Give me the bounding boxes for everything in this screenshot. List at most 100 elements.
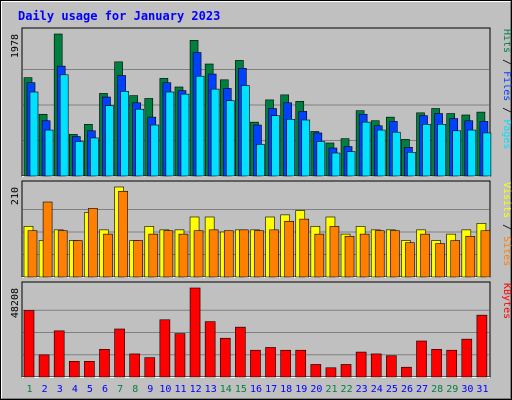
bar-sites-day-21: [329, 226, 340, 278]
series-kbytes: [23, 287, 488, 378]
x-tick-label-day-10: 10: [159, 384, 171, 395]
bar-pages-day-12: [195, 75, 205, 177]
x-tick-label-day-22: 22: [341, 384, 353, 395]
bar-sites-day-8: [133, 240, 143, 278]
bar-pages-day-20: [316, 141, 326, 177]
bar-kbytes-day-2: [38, 354, 50, 378]
bar-pages-day-29: [452, 130, 462, 177]
bar-sites-day-16: [254, 230, 264, 278]
panel-bottom: 48208 KBytes: [10, 281, 512, 378]
bar-pages-day-28: [437, 124, 446, 177]
legend-separator: /: [501, 53, 512, 71]
bar-kbytes-day-22: [340, 364, 352, 378]
bar-pages-day-6: [105, 105, 114, 177]
x-tick-label-day-15: 15: [235, 384, 247, 395]
x-tick-label-day-2: 2: [42, 384, 48, 395]
bar-kbytes-day-27: [416, 340, 427, 378]
bar-sites-day-12: [193, 230, 204, 278]
x-tick-label-day-26: 26: [401, 384, 413, 395]
x-tick-label-day-17: 17: [265, 384, 277, 395]
bar-sites-day-19: [299, 218, 310, 278]
bar-pages-day-13: [210, 88, 220, 177]
bar-pages-day-18: [286, 118, 295, 177]
bar-kbytes-day-4: [68, 361, 80, 378]
x-tick-label-day-14: 14: [220, 384, 232, 395]
bar-kbytes-day-8: [129, 353, 140, 378]
x-tick-label-day-27: 27: [416, 384, 428, 395]
bar-kbytes-day-6: [99, 349, 110, 378]
legend-entry-kbytes: KBytes: [501, 283, 512, 319]
x-tick-label-day-1: 1: [27, 384, 33, 395]
bar-kbytes-day-29: [446, 349, 458, 378]
bar-sites-day-25: [390, 230, 400, 278]
x-tick-label-day-24: 24: [371, 384, 383, 395]
x-tick-label-day-19: 19: [295, 384, 307, 395]
bar-pages-day-10: [165, 91, 175, 177]
x-tick-label-day-25: 25: [386, 384, 398, 395]
bar-sites-day-2: [42, 201, 53, 278]
x-tick-label-day-28: 28: [431, 384, 443, 395]
bar-sites-day-5: [88, 208, 98, 278]
bar-sites-day-20: [314, 233, 325, 278]
bar-sites-day-31: [480, 230, 491, 278]
chart-panels: 1978 Hits / Files / Pages 210 Visits / Site…: [10, 27, 512, 378]
legend-entry-sites: Sites: [501, 236, 512, 266]
bar-pages-day-30: [467, 129, 477, 177]
x-tick-label-day-5: 5: [87, 384, 93, 395]
x-tick-label-day-3: 3: [57, 384, 63, 395]
x-tick-label-day-11: 11: [174, 384, 186, 395]
bar-sites-day-9: [148, 233, 159, 278]
x-tick-label-day-8: 8: [132, 384, 138, 395]
bar-pages-day-25: [392, 131, 401, 177]
bar-sites-day-11: [178, 233, 189, 278]
bar-kbytes-day-24: [370, 353, 382, 378]
x-tick-label-day-23: 23: [356, 384, 368, 395]
bar-kbytes-day-13: [204, 321, 216, 378]
panel-top-legend: Hits / Files / Pages: [501, 29, 512, 149]
bar-pages-day-5: [90, 137, 99, 177]
bar-pages-day-8: [135, 108, 144, 177]
x-tick-label-day-20: 20: [310, 384, 322, 395]
bar-kbytes-day-31: [476, 314, 488, 378]
bar-pages-day-19: [301, 119, 311, 177]
bar-pages-day-11: [180, 93, 190, 177]
bar-sites-day-10: [163, 230, 174, 278]
bar-pages-day-7: [120, 90, 129, 177]
legend-entry-visits: Visits: [501, 182, 512, 218]
x-tick-label-day-18: 18: [280, 384, 292, 395]
bar-kbytes-day-14: [219, 337, 231, 378]
x-tick-label-day-9: 9: [147, 384, 153, 395]
x-tick-label-day-31: 31: [476, 384, 488, 395]
bar-sites-day-13: [208, 229, 219, 278]
bar-sites-day-26: [405, 242, 415, 278]
series-sites: [27, 190, 491, 278]
x-tick-label-day-6: 6: [102, 384, 108, 395]
bar-kbytes-day-20: [310, 364, 322, 378]
bar-kbytes-day-12: [189, 287, 201, 378]
legend-entry-hits: Hits: [501, 29, 512, 53]
bar-kbytes-day-5: [84, 361, 95, 378]
bar-pages-day-14: [225, 100, 235, 177]
bar-pages-day-3: [59, 74, 69, 177]
bar-pages-day-27: [422, 124, 431, 177]
bar-sites-day-3: [57, 230, 68, 278]
bar-pages-day-17: [271, 115, 280, 177]
bar-kbytes-day-10: [159, 319, 171, 378]
panel-bottom-legend: KBytes: [501, 283, 512, 319]
bar-pages-day-31: [482, 132, 492, 177]
bar-kbytes-day-11: [174, 333, 186, 378]
bar-pages-day-16: [256, 144, 265, 177]
bar-sites-day-7: [118, 190, 128, 278]
bar-kbytes-day-15: [235, 326, 246, 378]
bar-pages-day-26: [407, 152, 416, 177]
bar-sites-day-4: [72, 240, 83, 278]
bar-sites-day-24: [374, 230, 385, 278]
panel-mid: 210 Visits / Sites: [10, 180, 512, 278]
bar-kbytes-day-9: [144, 357, 156, 378]
bar-kbytes-day-3: [53, 330, 65, 378]
bar-kbytes-day-16: [250, 349, 261, 378]
bar-sites-day-17: [269, 229, 279, 278]
bar-kbytes-day-1: [23, 310, 35, 378]
legend-separator: /: [501, 101, 512, 119]
x-tick-label-day-21: 21: [325, 384, 337, 395]
